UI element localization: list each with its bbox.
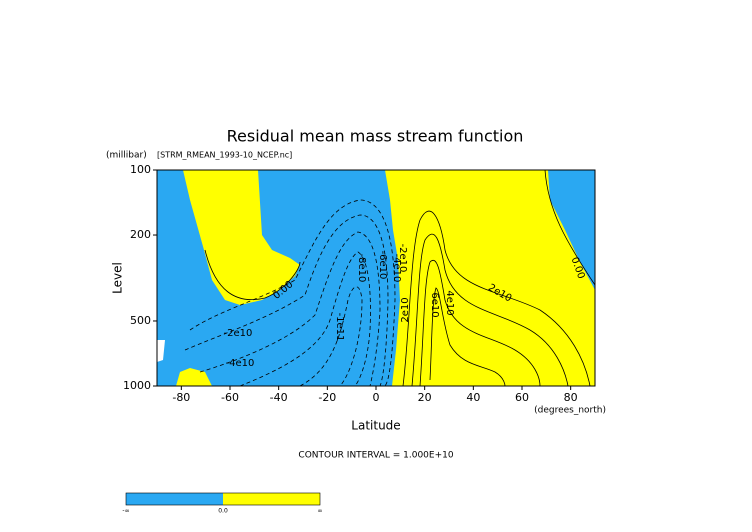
subtitle: [STRM_RMEAN_1993-10_NCEP.nc] [157,151,292,160]
x-tick-label: 20 [418,391,432,404]
plot-area [156,169,596,387]
contour-line [239,251,371,387]
x-tick-label: -20 [318,391,336,404]
positive-region [176,368,212,386]
contour-line [299,286,363,387]
y-tick-label: 200 [130,228,151,241]
colorbar-label: ∞ [318,508,323,515]
contour-line [184,214,389,387]
contour-label: -2e10 [397,244,408,273]
y-tick-label: 1000 [123,379,151,392]
y-axis-label: Level [111,262,125,294]
colorbar-positive [223,493,320,505]
x-tick-label: 0 [373,391,380,404]
positive-region [385,170,595,386]
x-tick-label: -80 [172,391,190,404]
contour-label: -4e10 [391,254,402,283]
colorbar-frame [125,492,321,506]
y-tick-label: 100 [130,163,151,176]
chart-title: Residual mean mass stream function [227,127,524,146]
contour-line [204,249,301,300]
contour-line [199,231,381,387]
x-tick-label: -40 [270,391,288,404]
contour-line [429,287,506,387]
contour-label: -1e11 [334,313,345,342]
colorbar-negative [126,493,223,505]
contour-label: 6e10 [429,292,440,317]
x-tick-label: -60 [221,391,239,404]
contour-line [402,210,591,387]
contour-label: -8e10 [356,254,367,283]
x-tick-label: 80 [564,391,578,404]
x-tick-label: 40 [466,391,480,404]
x-axis-label: Latitude [351,419,400,433]
contour-label: -6e10 [377,251,388,280]
x-tick-label: 60 [515,391,529,404]
contour-line [544,169,596,286]
x-unit: (degrees_north) [534,406,606,416]
missing-region [157,340,165,362]
contour-label: 4e10 [444,290,455,315]
colorbar-label: -∞ [122,508,129,515]
y-tick-label: 500 [130,314,151,327]
contour-line [411,233,569,387]
colorbar-label: 0.0 [218,508,228,515]
footnote: CONTOUR INTERVAL = 1.000E+10 [298,451,453,461]
contour-label: -4e10 [226,358,255,369]
contour-label: 2e10 [400,297,411,322]
y-unit: (millibar) [106,151,147,161]
contour-label: -2e10 [224,328,253,339]
contour-line [419,259,541,387]
contour-lines [184,169,596,387]
contour-line [189,199,396,387]
